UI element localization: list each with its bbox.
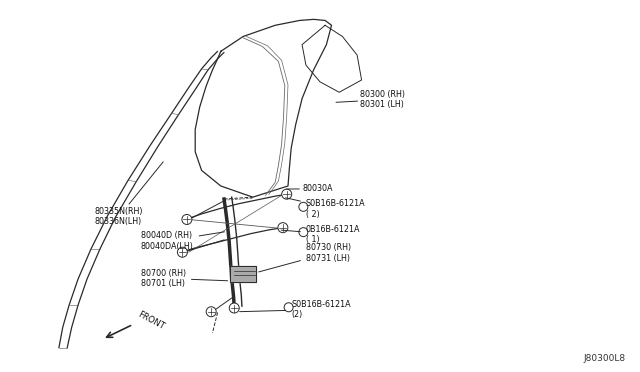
Text: 80700 (RH)
80701 (LH): 80700 (RH) 80701 (LH) (141, 269, 228, 288)
Text: J80300L8: J80300L8 (584, 355, 626, 363)
Text: 80030A: 80030A (287, 185, 333, 193)
Text: 80300 (RH)
80301 (LH): 80300 (RH) 80301 (LH) (336, 90, 405, 109)
Circle shape (229, 303, 239, 313)
Circle shape (177, 247, 188, 257)
Text: 80730 (RH)
80731 (LH): 80730 (RH) 80731 (LH) (259, 243, 351, 272)
Text: 80335N(RH)
80336N(LH): 80335N(RH) 80336N(LH) (95, 162, 163, 226)
Text: 0B16B-6121A
( 1): 0B16B-6121A ( 1) (281, 225, 360, 244)
Circle shape (282, 189, 292, 199)
Circle shape (182, 215, 192, 224)
Text: FRONT: FRONT (136, 310, 166, 331)
Text: S0B16B-6121A
(2): S0B16B-6121A (2) (239, 300, 351, 319)
Circle shape (278, 223, 288, 232)
Polygon shape (230, 266, 256, 282)
Text: S0B16B-6121A
( 2): S0B16B-6121A ( 2) (285, 198, 365, 219)
Circle shape (206, 307, 216, 317)
Text: 80040D (RH)
80040DA(LH): 80040D (RH) 80040DA(LH) (141, 231, 225, 251)
